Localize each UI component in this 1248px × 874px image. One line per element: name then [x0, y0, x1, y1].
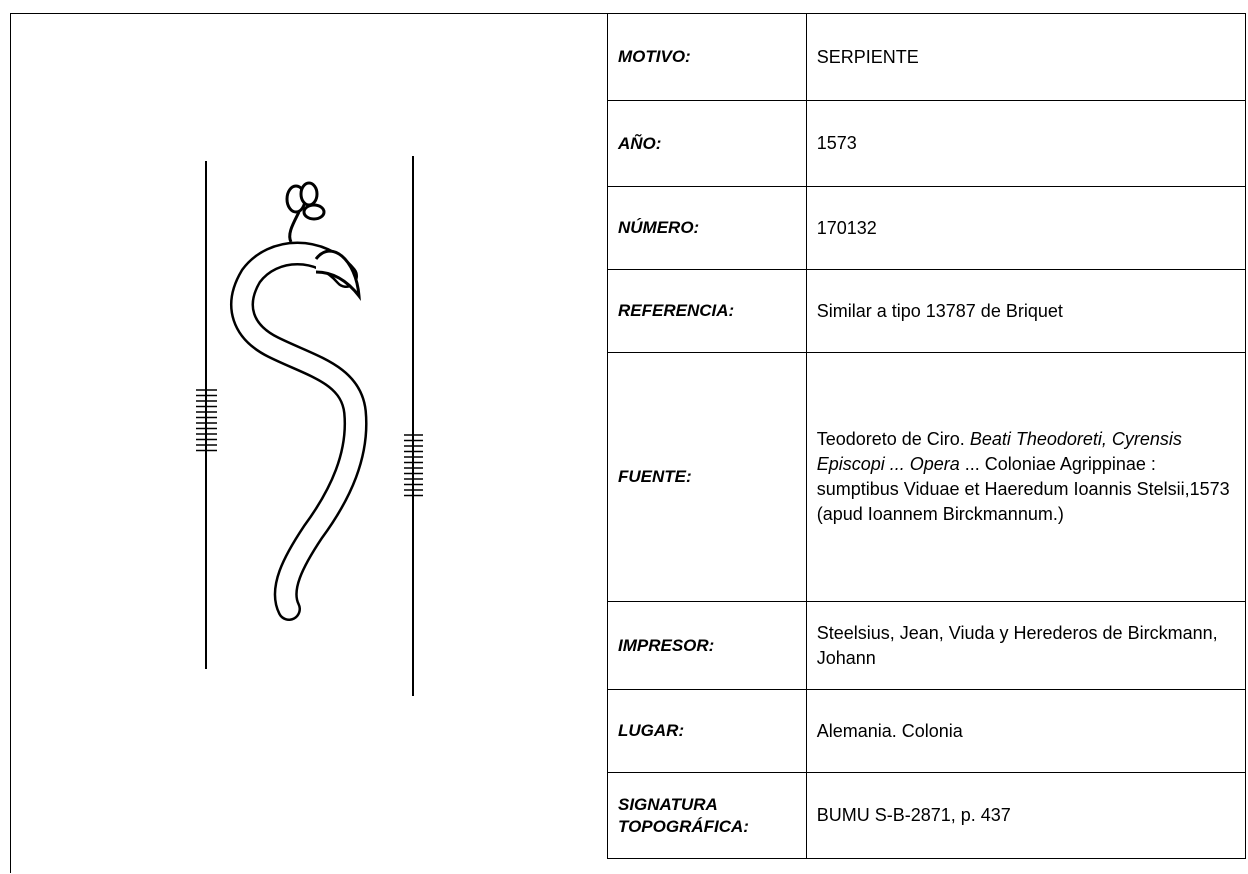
value-text: 1573 — [816, 133, 857, 153]
field-label: LUGAR: — [607, 689, 807, 773]
field-label: AÑO: — [607, 100, 807, 187]
field-label: MOTIVO: — [607, 13, 807, 101]
value-text: 170132 — [816, 217, 877, 238]
field-value: Teodoreto de Ciro. Beati Theodoreti, Cyr… — [805, 352, 1247, 602]
value-text: Beati Theodoreti, Cyrensis Episcopi ... … — [816, 429, 1182, 474]
image-panel — [10, 13, 607, 873]
value-text: Teodoreto de Ciro. — [816, 429, 970, 449]
table-row: SIGNATURA TOPOGRÁFICA: BUMU S-B-2871, p. … — [607, 772, 1247, 859]
field-value: 1573 — [805, 100, 1247, 187]
field-value: Alemania. Colonia — [805, 689, 1247, 773]
field-value: BUMU S-B-2871, p. 437 — [805, 772, 1247, 859]
field-label: FUENTE: — [607, 352, 807, 602]
table-row: FUENTE: Teodoreto de Ciro. Beati Theodore… — [607, 352, 1247, 602]
value-text: ... Coloniae Agrippinae : sumptibus Vidu… — [816, 454, 1230, 524]
value-text: SERPIENTE — [816, 46, 919, 67]
field-value: 170132 — [805, 186, 1247, 270]
field-label: SIGNATURA TOPOGRÁFICA: — [607, 772, 807, 859]
field-label: IMPRESOR: — [607, 601, 807, 690]
table-row: LUGAR: Alemania. Colonia — [607, 689, 1247, 773]
value-text: Alemania. Colonia — [816, 720, 963, 741]
field-value: Similar a tipo 13787 de Briquet — [805, 269, 1247, 353]
record-table: MOTIVO: SERPIENTE AÑO: 1573 NÚMERO: 170132 REF… — [607, 13, 1247, 859]
table-row: NÚMERO: 170132 — [607, 186, 1247, 270]
table-row: REFERENCIA: Similar a tipo 13787 de Briqu… — [607, 269, 1247, 353]
field-label: NÚMERO: — [607, 186, 807, 270]
watermark-drawing — [196, 156, 423, 696]
table-row: MOTIVO: SERPIENTE — [607, 13, 1247, 101]
table-row: IMPRESOR: Steelsius, Jean, Viuda y Herede… — [607, 601, 1247, 690]
field-value: Steelsius, Jean, Viuda y Herederos de Bi… — [805, 601, 1247, 690]
value-text: BUMU S-B-2871, p. 437 — [816, 805, 1011, 825]
table-row: AÑO: 1573 — [607, 100, 1247, 187]
value-text: Steelsius, Jean, Viuda y Herederos de Bi… — [816, 622, 1218, 668]
value-text: Similar a tipo 13787 de Briquet — [816, 300, 1063, 321]
field-label: REFERENCIA: — [607, 269, 807, 353]
field-value: SERPIENTE — [805, 13, 1247, 101]
